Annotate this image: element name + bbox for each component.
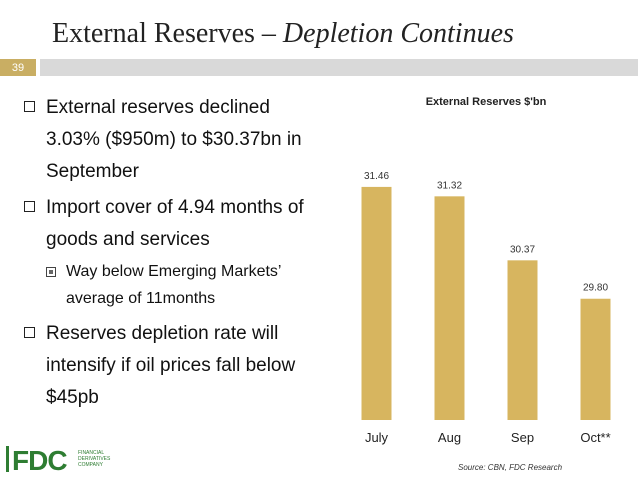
data-label: 31.46 [364,171,389,182]
bullet-text: Reserves depletion rate will intensify i… [46,323,296,408]
bullet-item: Import cover of 4.94 months of goods and… [24,192,324,256]
bullet-list: External reserves declined 3.03% ($950m)… [24,92,324,414]
svg-text:FINANCIAL: FINANCIAL [78,450,104,456]
bar-oct [580,298,611,420]
bullet-text: Import cover of 4.94 months of goods and… [46,197,304,250]
bullet-square-icon [24,101,35,112]
svg-text:COMPANY: COMPANY [78,462,104,468]
bullet-item: Reserves depletion rate will intensify i… [24,318,324,414]
bullet-item: External reserves declined 3.03% ($950m)… [24,92,324,188]
sub-bullet-text: Way below Emerging Markets’ average of 1… [66,263,281,307]
fdc-logo: FDC FINANCIAL DERIVATIVES COMPANY [6,445,111,476]
bullet-square-icon [24,201,35,212]
data-label: 29.80 [583,283,608,294]
data-label: 30.37 [510,244,535,255]
bar-july [361,186,392,420]
slide-title-emphasis: Depletion Continues [282,18,514,49]
source-note: Source: CBN, FDC Research [458,463,563,472]
chart-title: External Reserves $'bn [425,96,547,108]
data-label: 31.32 [437,180,462,191]
x-tick-label: Sep [511,430,534,445]
sub-bullet-square-icon [46,267,56,277]
x-tick-label: Aug [438,430,461,445]
svg-text:DERIVATIVES: DERIVATIVES [78,456,111,462]
svg-text:FDC: FDC [12,445,67,476]
header-bar [40,59,638,76]
slide-title: External Reserves – Depletion Continues [52,18,514,50]
bar-sep [507,260,538,420]
x-tick-label: July [365,430,389,445]
bar-aug [434,196,465,420]
slide-number: 39 [0,59,36,76]
slide-title-main: External Reserves – [52,18,276,49]
x-tick-label: Oct** [580,430,610,445]
chart-plot-area: 31.46 July 31.32 Aug 30.37 Sep 29.80 Oct** [361,171,611,445]
sub-bullet-item: Way below Emerging Markets’ average of 1… [24,258,324,312]
bullet-text: External reserves declined 3.03% ($950m)… [46,97,302,182]
bullet-square-icon [24,327,35,338]
reserves-chart: External Reserves $'bn 31.46 July 31.32 Aug… [336,90,636,460]
